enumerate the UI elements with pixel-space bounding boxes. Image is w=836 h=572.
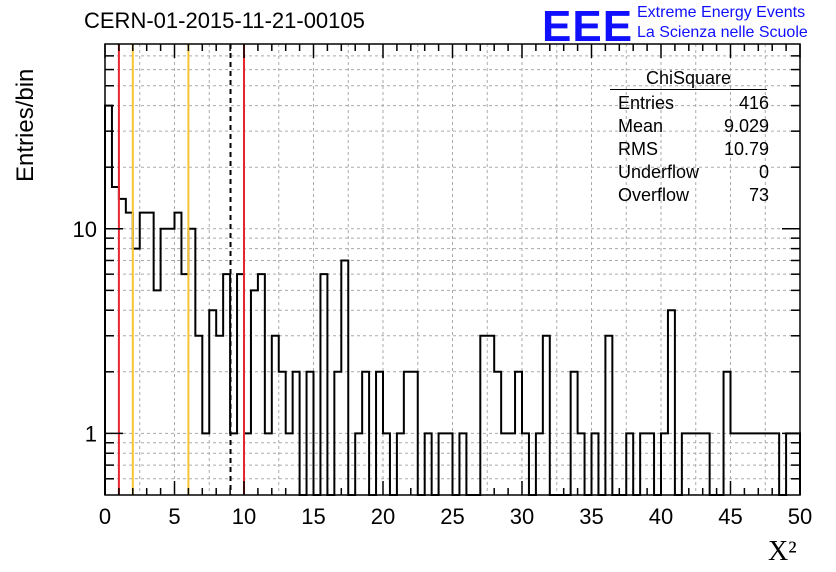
y-tick-label: 10 bbox=[73, 217, 97, 242]
stats-box: ChiSquare Entries 416 Mean 9.029 RMS 10.79 … bbox=[610, 67, 777, 207]
stats-value: 73 bbox=[748, 185, 769, 205]
eee-logo: EEE bbox=[542, 2, 634, 51]
x-tick-label: 35 bbox=[579, 504, 603, 529]
stats-label: Entries bbox=[618, 93, 675, 113]
x-tick-label: 45 bbox=[718, 504, 742, 529]
x-tick-label: 15 bbox=[301, 504, 325, 529]
stats-row: RMS 10.79 bbox=[610, 138, 777, 161]
logo-line-2: La Scienza nelle Scuole bbox=[637, 24, 808, 41]
stats-row: Overflow 73 bbox=[610, 184, 777, 207]
stats-row: Entries 416 bbox=[610, 92, 777, 115]
stats-title: ChiSquare bbox=[610, 67, 767, 90]
stats-value: 0 bbox=[758, 162, 769, 182]
x-tick-label: 0 bbox=[99, 504, 111, 529]
stats-row: Mean 9.029 bbox=[610, 115, 777, 138]
logo-line-1: Extreme Energy Events bbox=[637, 4, 806, 21]
stats-row: Underflow 0 bbox=[610, 161, 777, 184]
x-tick-label: 20 bbox=[371, 504, 395, 529]
y-axis-label: Entries/bin bbox=[12, 68, 39, 182]
stats-label: Mean bbox=[618, 116, 664, 136]
stats-value: 9.029 bbox=[723, 116, 769, 136]
stats-label: Overflow bbox=[618, 185, 690, 205]
stats-value: 10.79 bbox=[723, 139, 769, 159]
stats-value: 416 bbox=[738, 93, 769, 113]
y-tick-label: 1 bbox=[85, 421, 97, 446]
x-axis-label: X² bbox=[768, 536, 797, 567]
stats-label: RMS bbox=[618, 139, 658, 159]
stats-label: Underflow bbox=[618, 162, 700, 182]
x-tick-label: 5 bbox=[168, 504, 180, 529]
x-tick-label: 30 bbox=[510, 504, 534, 529]
x-tick-label: 10 bbox=[232, 504, 256, 529]
x-tick-label: 25 bbox=[440, 504, 464, 529]
run-title: CERN-01-2015-11-21-00105 bbox=[84, 8, 365, 33]
x-tick-label: 50 bbox=[788, 504, 812, 529]
x-tick-label: 40 bbox=[649, 504, 673, 529]
